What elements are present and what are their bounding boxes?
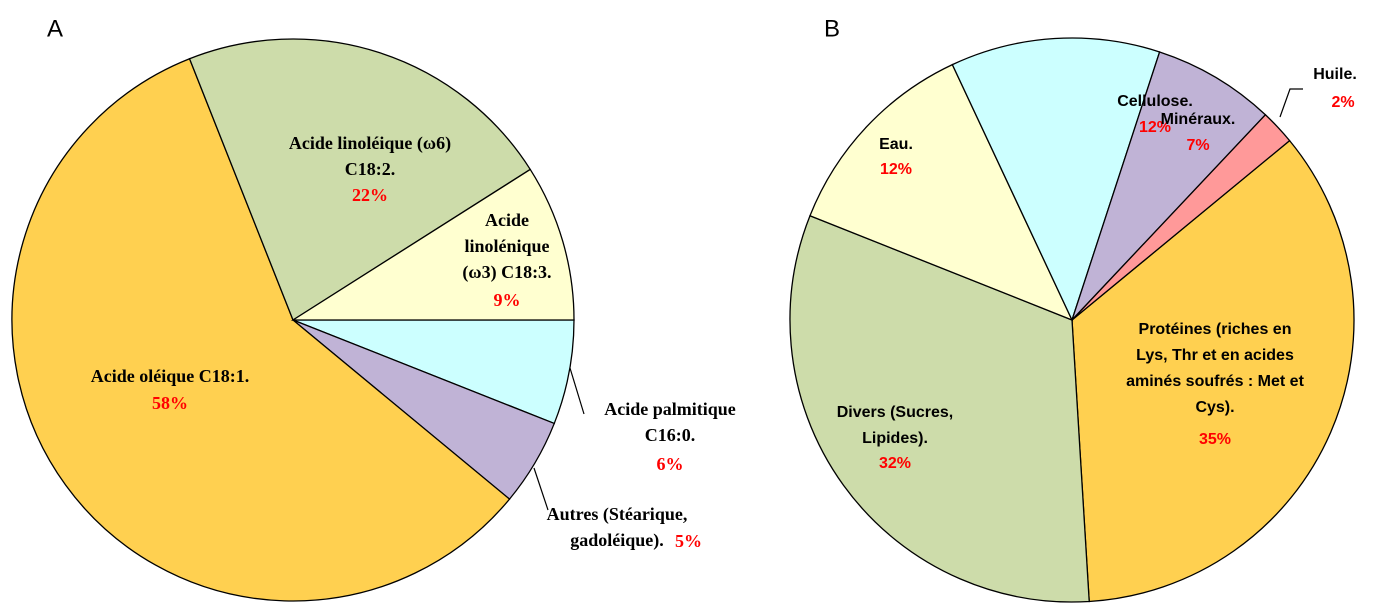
leader-line bbox=[533, 467, 549, 511]
value-label: 22% bbox=[352, 185, 388, 205]
pie-slice bbox=[951, 37, 1161, 322]
value-label: 35% bbox=[1199, 431, 1231, 448]
leader-line bbox=[1279, 88, 1303, 118]
slice-label: Minéraux. bbox=[1161, 111, 1236, 128]
slice-label: Divers (Sucres, Lipides). bbox=[837, 404, 954, 447]
pie-slice bbox=[1071, 51, 1267, 321]
chart-title: A bbox=[47, 15, 63, 42]
slice-label: Eau. bbox=[879, 136, 913, 153]
pie-slice bbox=[188, 38, 532, 321]
slice-label: Acide palmitique C16:0. bbox=[604, 399, 736, 445]
value-label: 12% bbox=[880, 161, 912, 178]
pie-slice bbox=[809, 63, 1074, 322]
value-label: 58% bbox=[152, 393, 188, 413]
pie-slice bbox=[1071, 139, 1355, 603]
slice-label: Acide oléique C18:1. bbox=[91, 366, 249, 386]
value-label: 2% bbox=[1331, 94, 1354, 111]
slice-label: Protéines (riches en Lys, Thr et en acide… bbox=[1126, 321, 1305, 416]
slice-label: Acide linolénique (ω3) C18:3. bbox=[462, 210, 551, 283]
value-label: 12% bbox=[1139, 119, 1171, 136]
value-label: 9% bbox=[494, 290, 521, 310]
slice-label: Cellulose. bbox=[1117, 93, 1193, 110]
leader-line bbox=[569, 367, 585, 415]
value-label: 7% bbox=[1186, 137, 1209, 154]
pie-slice bbox=[1071, 113, 1291, 321]
pie-slice bbox=[11, 57, 511, 602]
slice-label: Autres (Stéarique, gadoléique). bbox=[547, 504, 688, 551]
value-label: 6% bbox=[657, 454, 684, 474]
value-label: 5% bbox=[675, 531, 702, 551]
slice-label: Acide linoléique (ω6) C18:2. bbox=[289, 133, 451, 179]
slice-label: Huile. bbox=[1313, 66, 1357, 83]
pie-slice bbox=[290, 168, 575, 321]
value-label: 32% bbox=[879, 455, 911, 472]
pie-slice bbox=[789, 214, 1090, 603]
chart-title: B bbox=[824, 15, 840, 42]
